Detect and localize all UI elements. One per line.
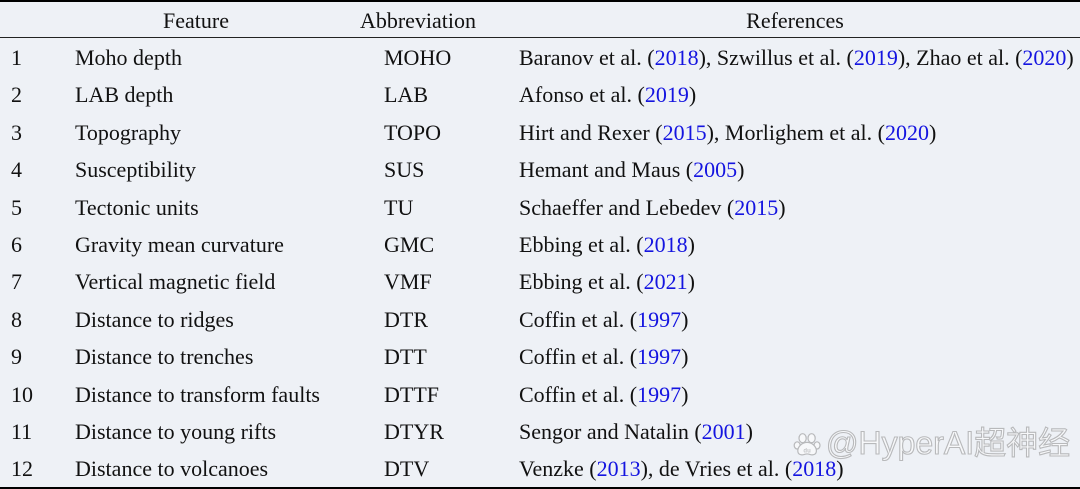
svg-text:du: du: [803, 448, 811, 454]
